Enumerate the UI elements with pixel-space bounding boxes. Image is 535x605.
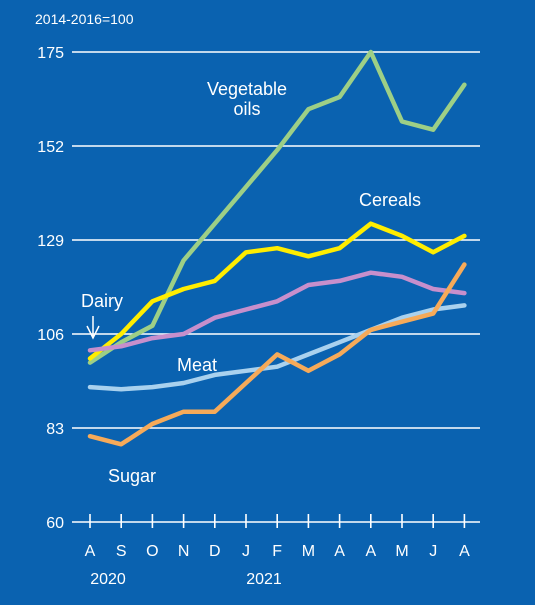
x-tick-label: M [395, 543, 408, 560]
series-line-meat [87, 303, 467, 392]
series-line-vegetable-oils [87, 49, 467, 365]
year-label: 2020 [90, 571, 126, 588]
dairy-arrow-head [86, 325, 100, 340]
y-tick-label: 83 [46, 421, 64, 438]
x-tick-label: M [302, 543, 315, 560]
series-line-dairy [87, 270, 467, 353]
series-label-vegetable-oils: Vegetable [207, 79, 287, 99]
y-tick-label: 60 [46, 515, 64, 532]
series-lines [87, 49, 467, 447]
series-label-vegetable-oils: oils [233, 99, 260, 119]
x-tick-label: J [242, 543, 250, 560]
y-axis: 60 83 106 129 152 175 [37, 45, 64, 532]
x-tick-label: A [365, 543, 376, 560]
series-label-cereals: Cereals [359, 190, 421, 210]
year-label: 2021 [246, 571, 282, 588]
x-tick-label: A [334, 543, 345, 560]
x-tick-label: N [178, 543, 190, 560]
series-label-sugar: Sugar [108, 466, 156, 486]
x-tick-label: O [146, 543, 158, 560]
y-tick-label: 175 [37, 45, 64, 62]
chart-subtitle: 2014-2016=100 [35, 11, 134, 27]
x-tick-label: F [272, 543, 282, 560]
series-label-dairy: Dairy [81, 291, 123, 311]
y-tick-label: 129 [37, 233, 64, 250]
series-label-meat: Meat [177, 355, 217, 375]
series-line-sugar [87, 262, 467, 447]
y-tick-label: 106 [37, 327, 64, 344]
x-tick-label: J [429, 543, 437, 560]
x-tick-label: S [116, 543, 127, 560]
grid-lines [72, 51, 480, 523]
y-tick-label: 152 [37, 139, 64, 156]
series-line-cereals [87, 221, 467, 361]
x-tick-label: A [459, 543, 470, 560]
x-axis: A S O N D J F M A A M J A 2020 2021 [85, 514, 470, 588]
x-tick-label: A [85, 543, 96, 560]
x-tick-label: D [209, 543, 221, 560]
